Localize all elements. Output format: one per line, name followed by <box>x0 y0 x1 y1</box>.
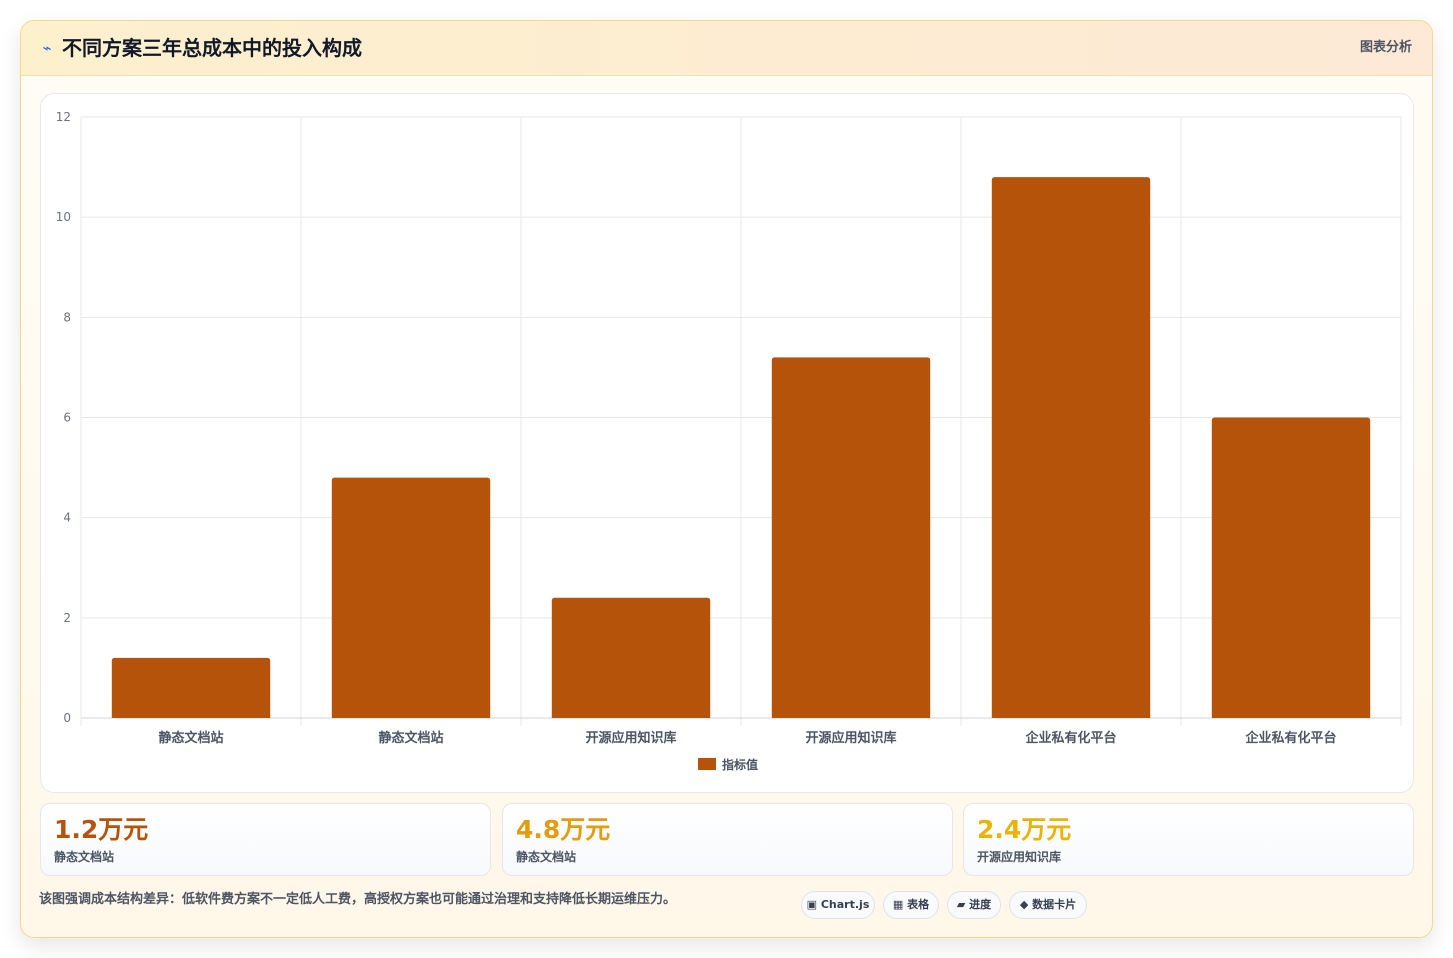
table-icon: ▦ <box>892 898 904 911</box>
y-tick-label: 8 <box>63 310 71 324</box>
x-tick-label: 开源应用知识库 <box>585 730 676 746</box>
chip-label: Chart.js <box>820 898 870 911</box>
chip-progress[interactable]: ▰ 进度 <box>947 891 1001 919</box>
x-tick-label: 企业私有化平台 <box>1244 730 1336 746</box>
chip-label: 表格 <box>907 898 930 911</box>
progress-icon: ▰ <box>956 898 966 911</box>
stat-value: 2.4万元 <box>977 815 1072 844</box>
y-tick-label: 2 <box>63 611 71 625</box>
stat-label: 静态文档站 <box>54 850 115 864</box>
page-title: 不同方案三年总成本中的投入构成 <box>62 36 362 60</box>
chip-table[interactable]: ▦ 表格 <box>883 891 939 919</box>
x-tick-label: 静态文档站 <box>378 730 443 746</box>
stat-label: 开源应用知识库 <box>977 850 1062 864</box>
y-tick-label: 4 <box>63 511 71 525</box>
legend-label: 指标值 <box>722 757 758 772</box>
chip-label: 数据卡片 <box>1032 898 1077 911</box>
square-icon: ▣ <box>806 898 818 911</box>
bar <box>111 657 271 718</box>
y-tick-label: 12 <box>56 110 71 124</box>
x-tick-label: 企业私有化平台 <box>1024 730 1116 746</box>
chart-note: 该图强调成本结构差异：低软件费方案不一定低人工费，高授权方案也可能通过治理和支持… <box>39 892 677 907</box>
card-header: ⌁ 不同方案三年总成本中的投入构成 图表分析 <box>21 21 1432 76</box>
x-tick-label: 静态文档站 <box>158 730 223 746</box>
chip-data-cards[interactable]: ◆ 数据卡片 <box>1009 891 1087 919</box>
legend-swatch <box>698 758 716 770</box>
bar <box>331 477 491 718</box>
y-tick-label: 10 <box>56 210 71 224</box>
chip-chartjs[interactable]: ▣ Chart.js <box>801 891 875 919</box>
x-tick-label: 开源应用知识库 <box>805 730 896 746</box>
stat-value: 1.2万元 <box>54 815 149 844</box>
stat-label: 静态文档站 <box>516 850 577 864</box>
bar <box>551 597 711 718</box>
bar <box>771 357 931 718</box>
y-tick-label: 0 <box>63 711 71 725</box>
chart-card: ⌁ 不同方案三年总成本中的投入构成 图表分析 0 2 4 6 8 10 12 静态文档站 静态文… <box>20 20 1433 938</box>
stat-card-3: 2.4万元 开源应用知识库 <box>963 803 1414 876</box>
bar <box>1211 417 1371 718</box>
stat-value: 4.8万元 <box>516 815 611 844</box>
chart-analysis-tag: 图表分析 <box>1359 40 1412 55</box>
bar-chart: 0 2 4 6 8 10 12 静态文档站 静态文档站 开源应用知识库 开源应用知识库 企业私有化平台… <box>56 110 1402 772</box>
chart-container: 0 2 4 6 8 10 12 静态文档站 静态文档站 开源应用知识库 开源应用知识库 企业私有化平台… <box>40 93 1414 793</box>
chip-label: 进度 <box>969 898 992 911</box>
stat-card-1: 1.2万元 静态文档站 <box>40 803 491 876</box>
bar <box>991 177 1151 719</box>
lightning-icon: ⌁ <box>42 39 52 57</box>
diamond-icon: ◆ <box>1019 898 1029 911</box>
stat-card-2: 4.8万元 静态文档站 <box>502 803 953 876</box>
y-tick-label: 6 <box>63 411 71 425</box>
